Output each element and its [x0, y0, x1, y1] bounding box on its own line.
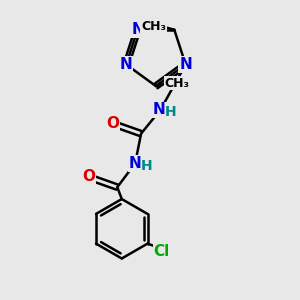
Text: N: N	[179, 57, 192, 72]
Text: O: O	[106, 116, 119, 131]
Text: Cl: Cl	[154, 244, 170, 259]
Text: N: N	[120, 57, 133, 72]
Text: N: N	[129, 156, 142, 171]
Text: O: O	[82, 169, 96, 184]
Text: CH₃: CH₃	[164, 76, 189, 90]
Text: N: N	[152, 102, 165, 117]
Text: N: N	[131, 22, 144, 37]
Text: H: H	[165, 105, 177, 119]
Text: CH₃: CH₃	[141, 20, 166, 33]
Text: H: H	[141, 159, 153, 173]
